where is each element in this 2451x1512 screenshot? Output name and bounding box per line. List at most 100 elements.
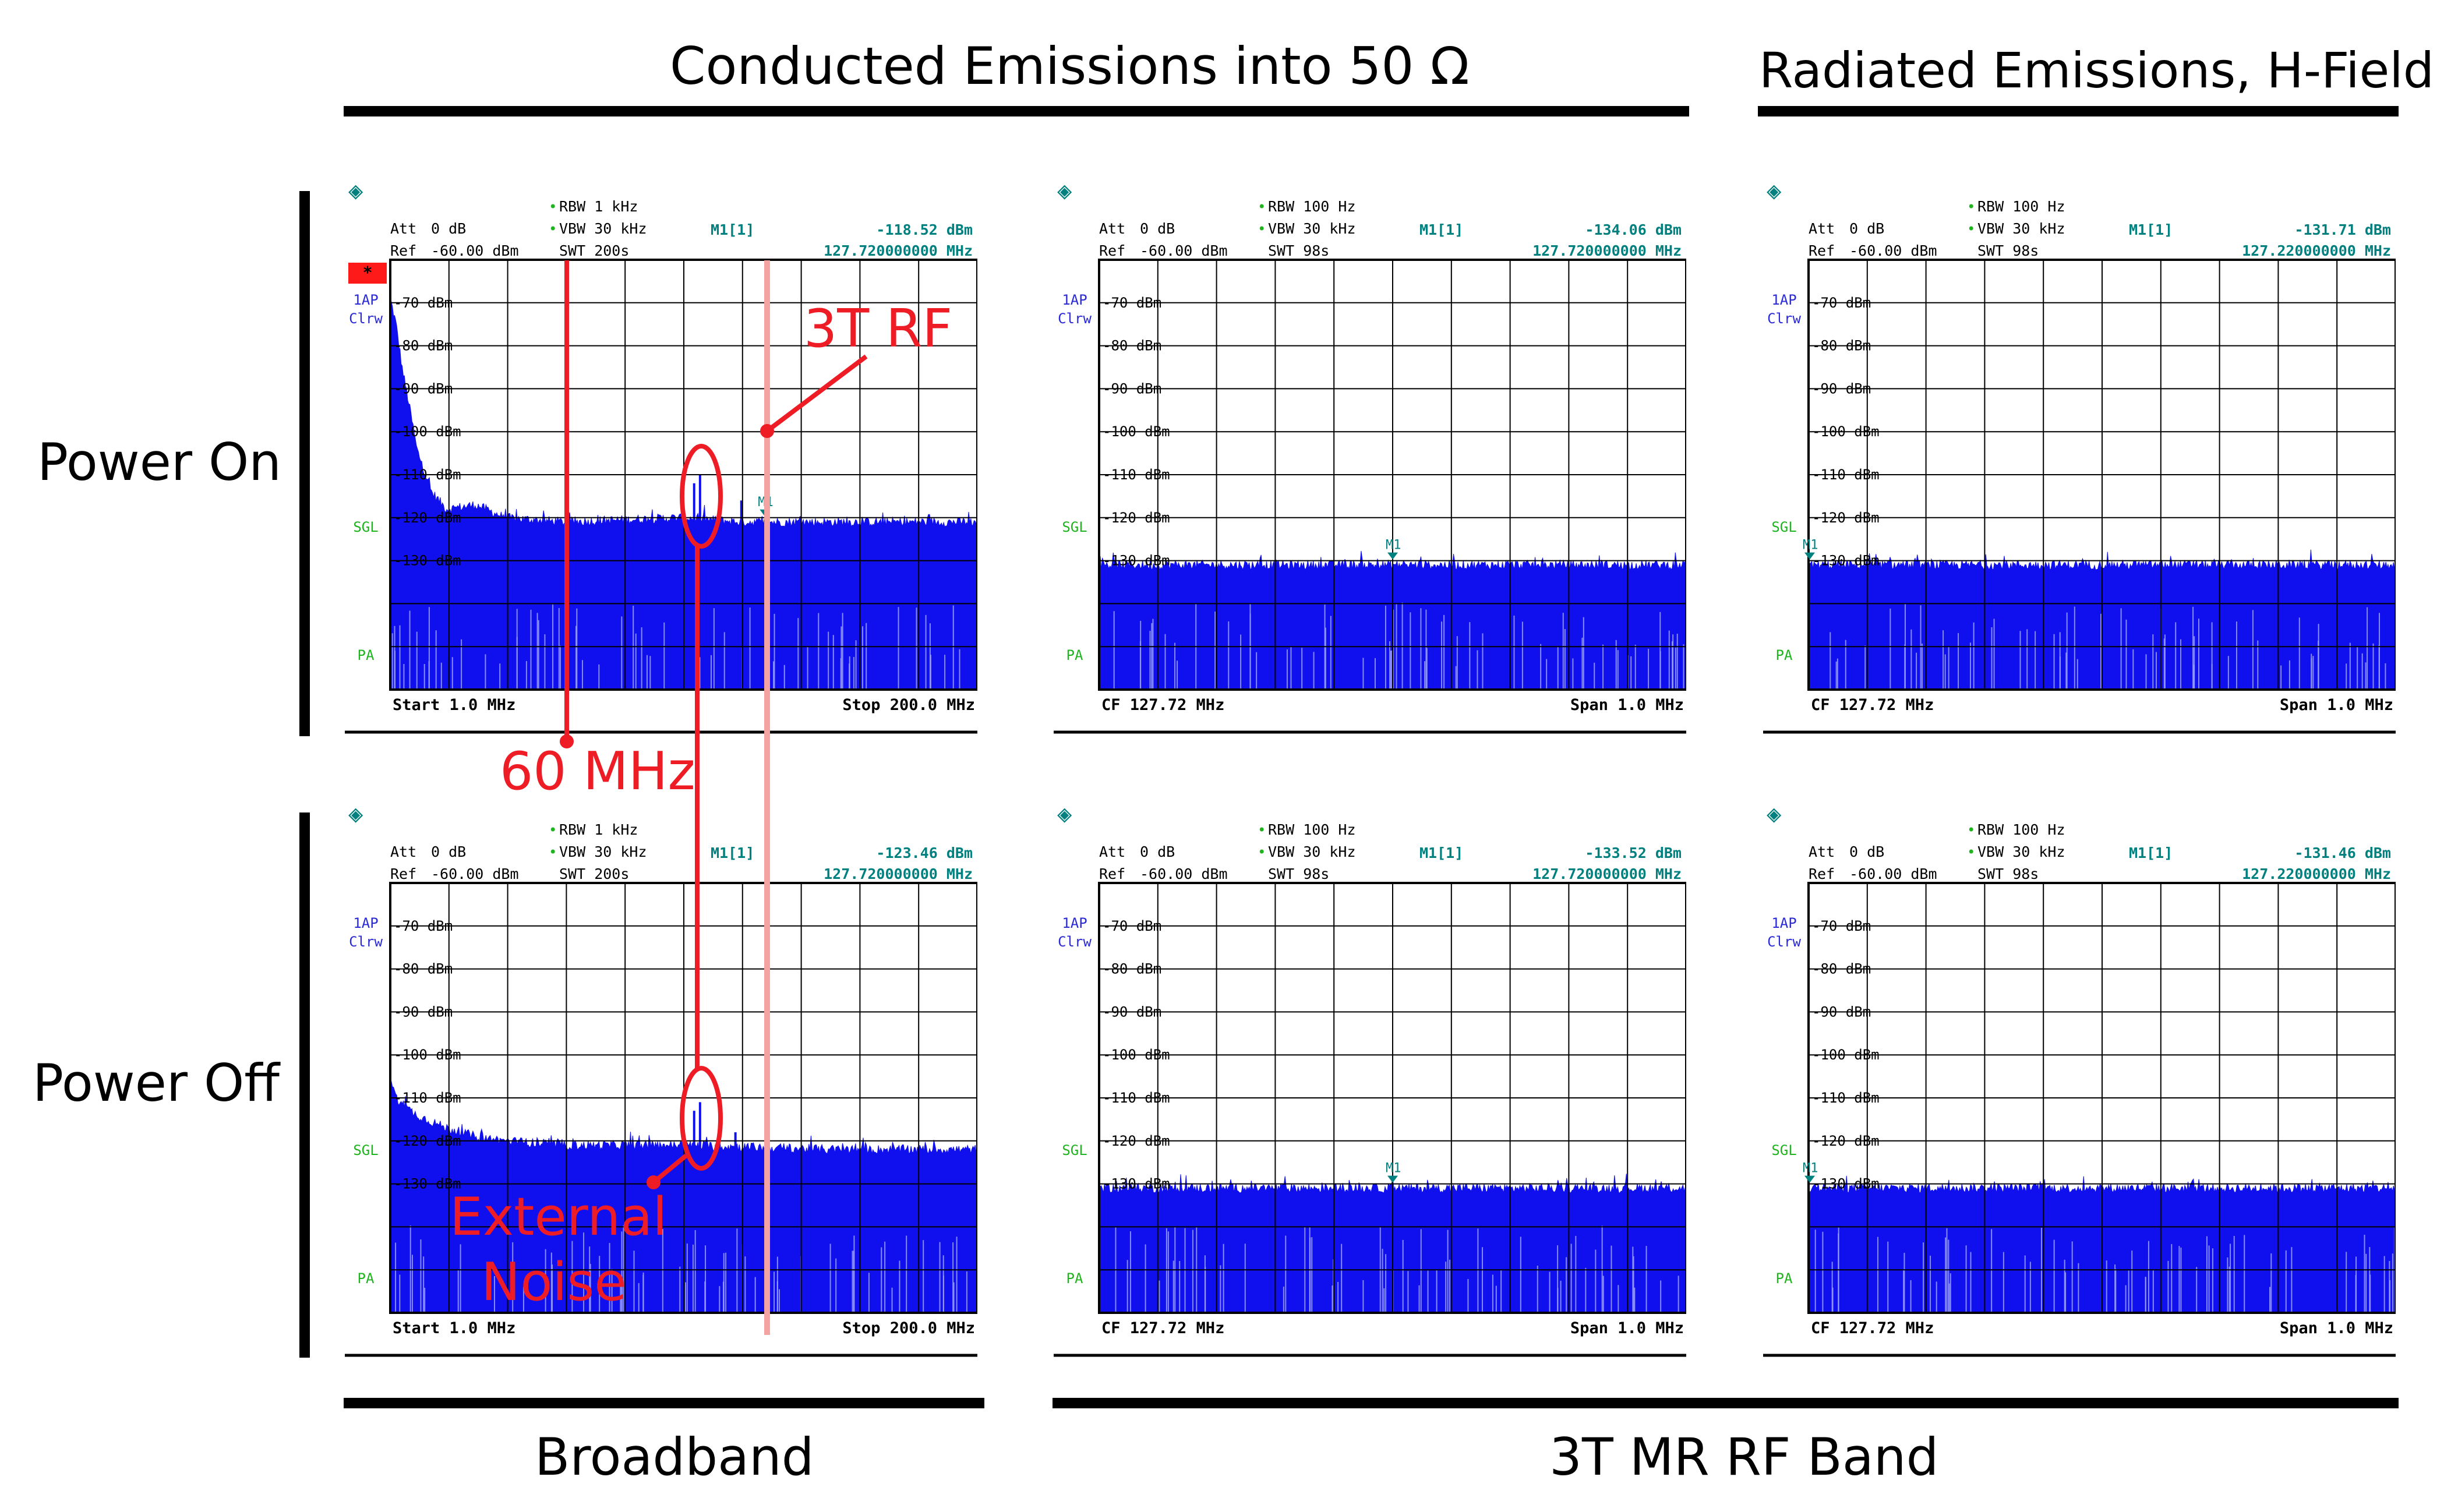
- x-stop-label: Stop 200.0 MHz: [842, 1319, 975, 1337]
- att-label: Att: [390, 220, 416, 237]
- spectrum-svg: ◈ • •RBW 100 Hz VBW 30 kHz Att 0 dB Ref -60.00 …: [1054, 799, 1686, 1357]
- marker-label: M1[1]: [1419, 845, 1463, 861]
- ref-value: -60.00 dBm: [1140, 242, 1228, 259]
- att-value: 0 dB: [431, 220, 466, 237]
- sixty-mhz-annotation: 60 MHz: [500, 741, 695, 802]
- trace-mode: Clrw: [349, 934, 383, 950]
- pa-label: PA: [1066, 647, 1083, 663]
- spectrum-panel-power-on-rf-conducted: ◈ • • RBW 100 Hz VBW 30 kHz Att 0 dB Ref -60.00 …: [1053, 165, 1686, 736]
- att-label: Att: [1809, 843, 1835, 860]
- vbw-status-dot: •: [1258, 221, 1266, 237]
- y-tick-label: -130 dBm: [394, 553, 461, 569]
- trace-label: 1AP: [1771, 915, 1796, 931]
- trace-mode: Clrw: [1058, 310, 1092, 327]
- vbw-status-dot: •: [1967, 221, 1975, 237]
- rohde-schwarz-logo-icon: ◈: [1767, 176, 1782, 204]
- att-value: 0 dB: [431, 843, 466, 860]
- y-tick-label: -130 dBm: [1103, 1176, 1170, 1192]
- plot-frame: [389, 259, 977, 691]
- att-label: Att: [390, 843, 416, 860]
- spectrum-panel-power-off-rf-radiated: ◈ • • RBW 100 Hz VBW 30 kHz Att 0 dB Ref -60.00 …: [1762, 788, 2396, 1359]
- broadband-label: Broadband: [535, 1427, 814, 1487]
- broadband-bar: [344, 1398, 984, 1408]
- y-tick-label: -90 dBm: [1812, 1004, 1871, 1020]
- ref-value: -60.00 dBm: [1849, 242, 1937, 259]
- trace-label: 1AP: [353, 915, 378, 931]
- rbw-status-dot: •: [549, 199, 557, 215]
- marker-tag: M1: [1386, 538, 1401, 553]
- rohde-schwarz-logo-icon: ◈: [348, 799, 363, 828]
- red-flag-icon: [348, 263, 387, 284]
- trace-area: [390, 296, 977, 690]
- marker-frequency: 127.720000000 MHz: [1532, 242, 1682, 259]
- swt-value: SWT 98s: [1977, 242, 2039, 259]
- ref-label: Ref: [390, 242, 416, 259]
- y-tick-label: -80 dBm: [394, 961, 453, 977]
- vbw-value: VBW 30 kHz: [1268, 220, 1356, 237]
- y-tick-label: -120 dBm: [1103, 510, 1170, 526]
- ref-label: Ref: [1809, 865, 1835, 882]
- ref-label: Ref: [390, 865, 416, 882]
- rbw-status-dot: •: [1258, 822, 1266, 838]
- marker-level: -123.46 dBm: [876, 845, 973, 861]
- y-tick-label: -120 dBm: [1103, 1133, 1170, 1149]
- x-stop-label: Span 1.0 MHz: [2280, 696, 2393, 714]
- plot-frame: [1807, 259, 2396, 691]
- vbw-status-dot: •: [1967, 844, 1975, 860]
- rf-band-label: 3T MR RF Band: [1549, 1427, 1939, 1487]
- rf-band-bar: [1053, 1398, 2399, 1408]
- vbw-value: VBW 30 kHz: [1268, 843, 1356, 860]
- rbw-value: RBW 1 kHz: [559, 198, 638, 215]
- y-tick-label: -80 dBm: [1103, 961, 1161, 977]
- swt-value: SWT 200s: [559, 865, 629, 882]
- y-tick-label: -80 dBm: [1812, 961, 1871, 977]
- marker-frequency: 127.720000000 MHz: [1532, 865, 1682, 882]
- swt-value: SWT 200s: [559, 242, 629, 259]
- vbw-value: VBW 30 kHz: [559, 220, 647, 237]
- x-stop-label: Span 1.0 MHz: [1570, 1319, 1684, 1337]
- marker-level: -131.46 dBm: [2294, 845, 2391, 861]
- marker-frequency: 127.720000000 MHz: [824, 865, 973, 882]
- sgl-label: SGL: [353, 519, 378, 535]
- red-flag-mark: *: [363, 263, 373, 282]
- trace-mode: Clrw: [1767, 934, 1801, 950]
- marker-tag: M1: [1803, 1161, 1818, 1176]
- rbw-status-dot: •: [549, 822, 557, 838]
- y-tick-label: -130 dBm: [1812, 553, 1880, 569]
- vbw-value: VBW 30 kHz: [559, 843, 647, 860]
- radiated-header: Radiated Emissions, H-Field: [1759, 42, 2435, 99]
- rbw-status-dot: •: [1967, 822, 1975, 838]
- trace-label: 1AP: [1062, 915, 1087, 931]
- y-tick-label: -130 dBm: [394, 1176, 461, 1192]
- marker-frequency: 127.220000000 MHz: [2242, 865, 2391, 882]
- y-tick-label: -120 dBm: [394, 510, 461, 526]
- swt-value: SWT 98s: [1268, 242, 1329, 259]
- spectrum-svg: ◈ • •RBW 1 kHz VBW 30 kHz Att 0 dB Ref -60.00 d…: [345, 799, 977, 1357]
- y-tick-label: -130 dBm: [1103, 553, 1170, 569]
- y-tick-label: -90 dBm: [1812, 380, 1871, 397]
- swt-value: SWT 98s: [1268, 865, 1329, 882]
- plot-grid: [1809, 883, 2396, 1313]
- y-tick-label: -110 dBm: [394, 1090, 461, 1106]
- marker-level: -131.71 dBm: [2294, 221, 2391, 238]
- marker-tag: M1: [1803, 538, 1818, 553]
- trace-mode: Clrw: [349, 310, 383, 327]
- noise-annotation: Noise: [481, 1252, 627, 1313]
- plot-frame: [389, 882, 977, 1314]
- x-start-label: CF 127.72 MHz: [1101, 696, 1224, 714]
- att-value: 0 dB: [1140, 843, 1175, 860]
- trace-label: 1AP: [1062, 292, 1087, 308]
- spectrum-svg: ◈ • •RBW 100 Hz VBW 30 kHz Att 0 dB Ref -60.00 …: [1763, 799, 2396, 1357]
- conducted-header: Conducted Emissions into 50 Ω: [670, 36, 1470, 96]
- trace-mode: Clrw: [1058, 934, 1092, 950]
- sgl-label: SGL: [1771, 519, 1796, 535]
- y-tick-label: -120 dBm: [394, 1133, 461, 1149]
- y-tick-label: -120 dBm: [1812, 510, 1880, 526]
- y-tick-label: -70 dBm: [1103, 295, 1161, 311]
- row-label-power-off: Power Off: [33, 1053, 280, 1113]
- row-label-power-on: Power On: [37, 432, 282, 492]
- y-tick-label: -110 dBm: [1103, 467, 1170, 483]
- ref-label: Ref: [1809, 242, 1835, 259]
- marker-tag: M1: [1386, 1161, 1401, 1176]
- y-tick-label: -110 dBm: [394, 467, 461, 483]
